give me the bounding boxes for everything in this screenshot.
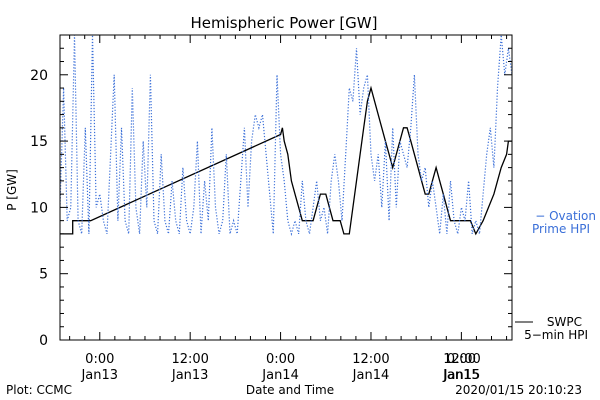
- y-tick-label: 5: [39, 267, 48, 283]
- y-tick-label: 20: [30, 68, 48, 84]
- legend-ovation-line2: Prime HPI: [532, 222, 590, 236]
- x-tick-time-label: 0:00: [266, 352, 295, 367]
- legend-swpc: SWPC 5−min HPI: [515, 315, 588, 342]
- legend-ovation-line1: − Ovation: [535, 209, 596, 223]
- series-ovation-line: [60, 35, 512, 237]
- x-tick-date-label: Jan14: [261, 368, 299, 383]
- plot-frame: [59, 34, 513, 341]
- x-tick-date-label: Jan13: [171, 368, 209, 383]
- legend-swpc-line1: SWPC: [547, 315, 582, 329]
- chart-title: Hemispheric Power [GW]: [191, 14, 378, 32]
- plot-area: 051015200:00Jan1312:00Jan130:00Jan1412:0…: [30, 34, 513, 383]
- y-tick-label: 15: [30, 134, 48, 150]
- x-tick-time-label: 0:00: [447, 352, 476, 367]
- plot-timestamp: 2020/01/15 20:10:23: [455, 383, 582, 397]
- legend-ovation: − Ovation Prime HPI: [532, 209, 596, 236]
- x-tick-date-label: Jan15: [442, 368, 480, 383]
- x-axis-label: Date and Time: [246, 383, 334, 397]
- y-tick-label: 0: [39, 333, 48, 349]
- series-swpc-line: [60, 85, 512, 236]
- x-tick-date-label: Jan13: [80, 368, 118, 383]
- x-tick-time-label: 12:00: [352, 352, 389, 367]
- x-tick-time-label: 0:00: [85, 352, 114, 367]
- legend-swpc-line2: 5−min HPI: [524, 328, 588, 342]
- x-tick-time-label: 12:00: [443, 352, 480, 367]
- y-tick-label: 10: [30, 200, 48, 216]
- y-axis-label: P [GW]: [5, 169, 19, 211]
- plot-credit: Plot: CCMC: [6, 383, 72, 397]
- x-tick-date-label: Jan15: [443, 368, 481, 383]
- x-tick-date-label: Jan14: [352, 368, 390, 383]
- x-tick-time-label: 12:00: [171, 352, 208, 367]
